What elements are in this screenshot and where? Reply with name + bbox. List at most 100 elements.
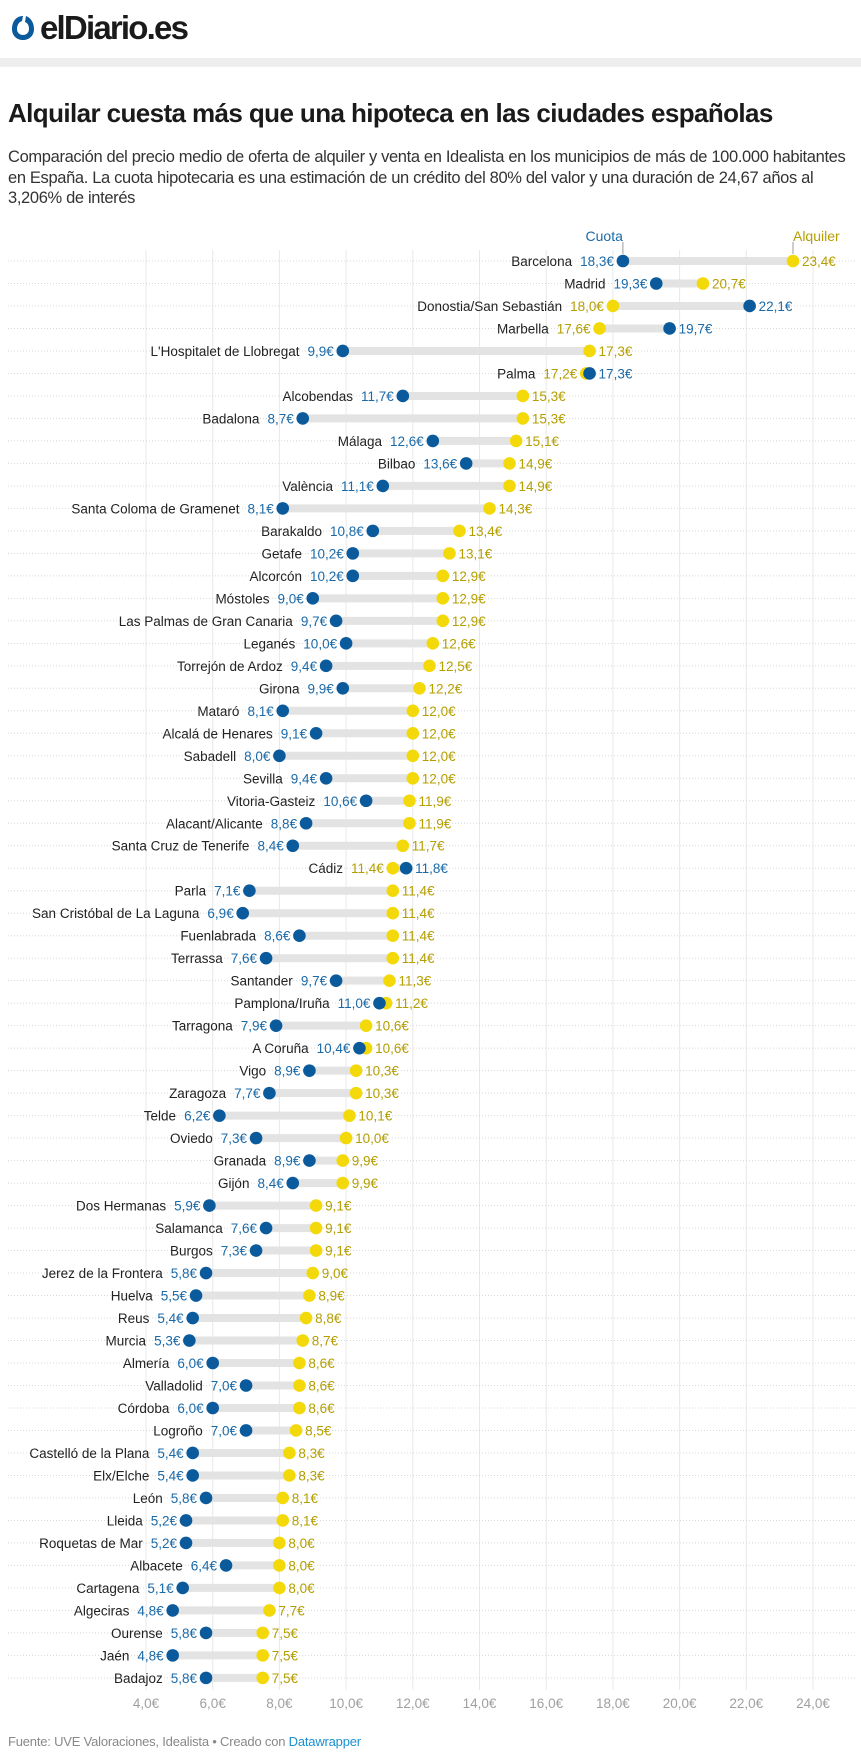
alquiler-dot <box>406 704 420 718</box>
alquiler-dot <box>386 951 400 965</box>
alquiler-dot <box>403 816 416 830</box>
alquiler-dot <box>503 457 516 470</box>
cuota-dot <box>213 1109 226 1122</box>
cuota-dot <box>236 906 250 920</box>
alquiler-dot <box>453 524 466 538</box>
alquiler-dot <box>349 1086 363 1100</box>
cuota-dot <box>346 547 360 560</box>
alquiler-value-label: 12,9€ <box>452 591 486 606</box>
alquiler-dot <box>276 1491 290 1505</box>
datawrapper-link[interactable]: Datawrapper <box>288 1734 361 1749</box>
alquiler-value-label: 12,6€ <box>442 636 476 651</box>
cuota-dot <box>259 951 273 965</box>
alquiler-value-label: 11,9€ <box>418 816 451 831</box>
cuota-dot <box>179 1514 193 1527</box>
cuota-value-label: 7,6€ <box>231 951 258 966</box>
alquiler-dot <box>583 344 596 358</box>
cuota-value-label: 9,9€ <box>307 344 334 359</box>
alquiler-dot <box>786 254 800 268</box>
cuota-dot <box>183 1334 196 1347</box>
alquiler-value-label: 7,7€ <box>278 1603 305 1618</box>
alquiler-value-label: 10,3€ <box>365 1064 399 1079</box>
cuota-value-label: 6,0€ <box>177 1401 204 1416</box>
x-tick-label: 12,0€ <box>396 1696 430 1711</box>
alquiler-value-label: 8,6€ <box>308 1379 335 1394</box>
x-tick-label: 14,0€ <box>463 1696 497 1711</box>
city-label: Vitoria-Gasteiz <box>227 794 316 809</box>
alquiler-dot <box>256 1671 270 1685</box>
alquiler-value-label: 11,4€ <box>402 929 435 944</box>
alquiler-value-label: 8,1€ <box>292 1491 319 1506</box>
city-label: Las Palmas de Gran Canaria <box>119 614 294 629</box>
alquiler-dot <box>339 1131 353 1145</box>
cuota-dot <box>336 682 350 695</box>
cuota-value-label: 19,7€ <box>679 321 713 336</box>
alquiler-dot <box>336 1154 350 1167</box>
alquiler-value-label: 10,6€ <box>375 1041 409 1056</box>
city-label: Girona <box>259 681 300 696</box>
cuota-dot <box>426 434 440 448</box>
alquiler-value-label: 12,5€ <box>438 659 472 674</box>
alquiler-dot <box>273 1581 286 1595</box>
cuota-value-label: 5,4€ <box>157 1468 184 1483</box>
city-label: L'Hospitalet de Llobregat <box>151 344 300 359</box>
alquiler-value-label: 8,7€ <box>312 1334 339 1349</box>
cuota-value-label: 12,6€ <box>390 434 424 449</box>
alquiler-value-label: 17,2€ <box>543 366 577 381</box>
cuota-value-label: 7,7€ <box>234 1086 261 1101</box>
cuota-value-label: 6,4€ <box>191 1558 218 1573</box>
alquiler-value-label: 12,0€ <box>422 771 456 786</box>
city-label: Parla <box>175 884 207 899</box>
city-label: Ourense <box>111 1626 163 1641</box>
alquiler-value-label: 12,0€ <box>422 726 456 741</box>
alquiler-dot <box>359 1019 373 1032</box>
city-label: Alacant/Alicante <box>166 816 263 831</box>
cuota-value-label: 5,8€ <box>171 1626 198 1641</box>
alquiler-value-label: 15,1€ <box>525 434 559 449</box>
cuota-value-label: 11,7€ <box>361 389 394 404</box>
alquiler-value-label: 10,0€ <box>355 1131 389 1146</box>
city-label: A Coruña <box>252 1041 309 1056</box>
x-tick-label: 22,0€ <box>729 1696 763 1711</box>
cuota-dot <box>259 1221 273 1235</box>
cuota-value-label: 22,1€ <box>759 299 793 314</box>
alquiler-dot <box>336 1176 350 1190</box>
logo-text: elDiario.es <box>40 9 189 46</box>
alquiler-value-label: 12,0€ <box>422 749 456 764</box>
alquiler-dot <box>593 322 606 335</box>
alquiler-dot <box>256 1649 270 1662</box>
alquiler-dot <box>386 884 400 898</box>
alquiler-dot <box>306 1266 320 1280</box>
city-label: Dos Hermanas <box>76 1199 166 1214</box>
alquiler-value-label: 9,1€ <box>325 1244 352 1259</box>
city-label: Fuenlabrada <box>180 929 256 944</box>
cuota-dot <box>176 1581 189 1595</box>
cuota-dot <box>616 254 630 268</box>
city-label: Donostia/San Sebastián <box>417 299 562 314</box>
x-tick-label: 24,0€ <box>796 1696 830 1711</box>
city-label: Albacete <box>130 1558 183 1573</box>
alquiler-dot <box>406 726 420 740</box>
alquiler-value-label: 8,3€ <box>298 1446 325 1461</box>
city-label: Mataró <box>197 704 239 719</box>
x-tick-label: 6,0€ <box>200 1696 227 1711</box>
alquiler-value-label: 9,9€ <box>352 1154 379 1169</box>
city-label: Leganés <box>243 636 295 651</box>
cuota-value-label: 13,6€ <box>423 456 457 471</box>
city-label: Madrid <box>564 276 605 291</box>
cuota-dot <box>199 1491 213 1505</box>
cuota-value-label: 10,2€ <box>310 546 344 561</box>
city-label: Alcorcón <box>249 569 302 584</box>
alquiler-dot <box>396 839 410 853</box>
alquiler-value-label: 8,6€ <box>308 1356 335 1371</box>
city-label: Bilbao <box>378 456 416 471</box>
cuota-value-label: 7,9€ <box>241 1019 268 1034</box>
alquiler-value-label: 14,3€ <box>499 501 533 516</box>
alquiler-dot <box>386 906 400 920</box>
alquiler-value-label: 8,1€ <box>292 1513 319 1528</box>
cuota-value-label: 8,1€ <box>247 501 274 516</box>
logo[interactable]: elDiario.es <box>8 8 189 48</box>
cuota-dot <box>186 1469 199 1482</box>
city-label: Reus <box>118 1311 150 1326</box>
alquiler-value-label: 10,1€ <box>358 1109 392 1124</box>
